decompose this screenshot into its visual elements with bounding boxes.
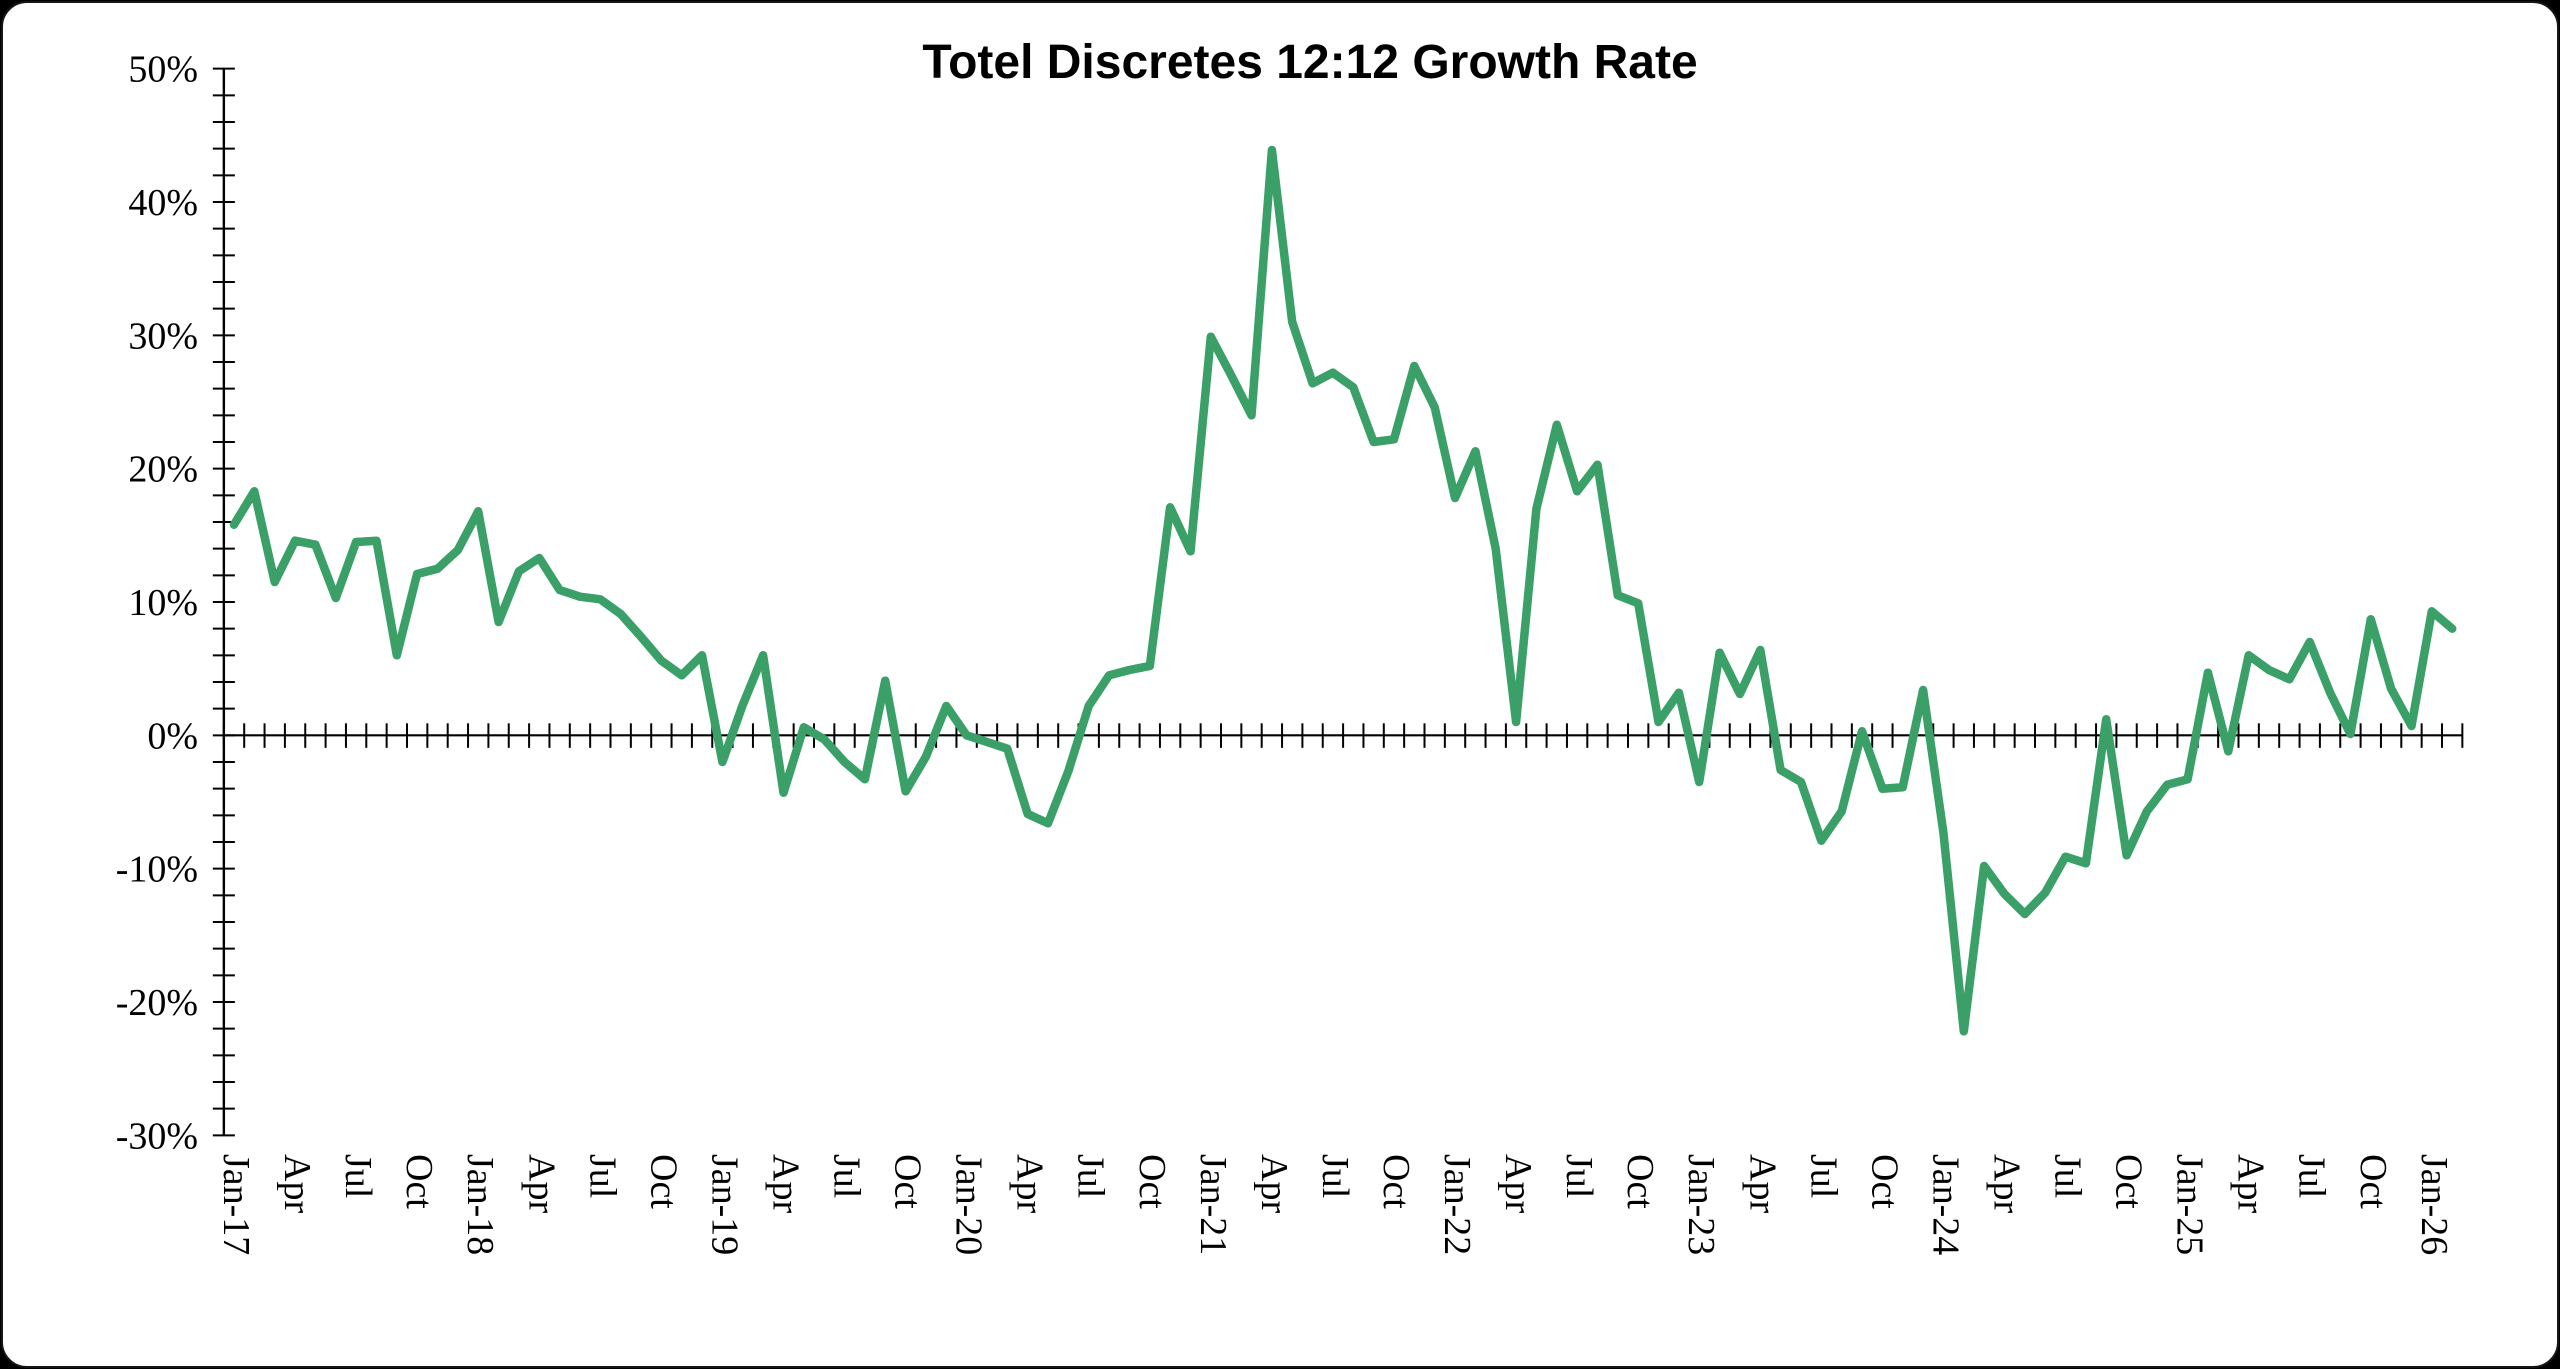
svg-text:Oct: Oct: [1863, 1154, 1905, 1209]
svg-text:Oct: Oct: [642, 1154, 684, 1209]
svg-text:Apr: Apr: [276, 1154, 318, 1213]
svg-text:Apr: Apr: [1985, 1154, 2027, 1213]
svg-text:Jan-22: Jan-22: [1436, 1154, 1478, 1255]
svg-text:Jul: Jul: [1070, 1154, 1112, 1198]
svg-text:Jul: Jul: [826, 1154, 868, 1198]
svg-text:Apr: Apr: [1009, 1154, 1051, 1213]
svg-text:Jul: Jul: [2047, 1154, 2089, 1198]
svg-text:Oct: Oct: [1619, 1154, 1661, 1209]
svg-text:Oct: Oct: [1375, 1154, 1417, 1209]
svg-text:Apr: Apr: [1253, 1154, 1295, 1213]
svg-text:Jan-17: Jan-17: [215, 1154, 257, 1255]
svg-text:Oct: Oct: [1131, 1154, 1173, 1209]
svg-text:40%: 40%: [128, 182, 198, 224]
svg-text:Jul: Jul: [2291, 1154, 2333, 1198]
svg-text:Apr: Apr: [764, 1154, 806, 1213]
svg-text:Jan-24: Jan-24: [1924, 1154, 1966, 1255]
y-axis-ticks: [212, 67, 235, 1137]
svg-text:-10%: -10%: [116, 849, 198, 891]
svg-text:Jan-19: Jan-19: [703, 1154, 745, 1255]
svg-text:-20%: -20%: [116, 982, 198, 1024]
svg-text:Jul: Jul: [1314, 1154, 1356, 1198]
svg-text:50%: 50%: [128, 49, 198, 91]
svg-text:Oct: Oct: [2352, 1154, 2394, 1209]
svg-text:Jul: Jul: [581, 1154, 623, 1198]
data-line: [229, 145, 2457, 1036]
svg-text:Jul: Jul: [1802, 1154, 1844, 1198]
svg-text:Jan-20: Jan-20: [948, 1154, 990, 1255]
svg-text:20%: 20%: [128, 449, 198, 491]
svg-text:Jan-26: Jan-26: [2413, 1154, 2455, 1255]
svg-text:Apr: Apr: [1741, 1154, 1783, 1213]
growth-rate-line-chart: Totel Discretes 12:12 Growth Rate 50% 40%…: [116, 36, 2464, 1255]
svg-text:Oct: Oct: [887, 1154, 929, 1209]
y-axis-labels: 50% 40% 30% 20% 10% 0% -10% -20% -30%: [116, 49, 198, 1158]
svg-text:Apr: Apr: [1497, 1154, 1539, 1213]
svg-text:10%: 10%: [128, 582, 198, 624]
x-axis-labels: Jan-17 Apr Jul Oct Jan-18 Apr Jul Oct Jan-19 Apr J…: [215, 1154, 2455, 1255]
svg-text:Oct: Oct: [398, 1154, 440, 1209]
svg-text:Jul: Jul: [337, 1154, 379, 1198]
chart-title: Totel Discretes 12:12 Growth Rate: [922, 36, 1697, 89]
svg-text:Oct: Oct: [2108, 1154, 2150, 1209]
svg-text:Jan-18: Jan-18: [459, 1154, 501, 1255]
svg-text:Jan-25: Jan-25: [2169, 1154, 2211, 1255]
svg-text:Apr: Apr: [520, 1154, 562, 1213]
svg-text:-30%: -30%: [116, 1115, 198, 1157]
svg-text:Apr: Apr: [2230, 1154, 2272, 1213]
svg-text:0%: 0%: [147, 715, 198, 757]
svg-text:Jan-23: Jan-23: [1680, 1154, 1722, 1255]
svg-text:30%: 30%: [128, 315, 198, 357]
svg-text:Jul: Jul: [1558, 1154, 1600, 1198]
svg-text:Jan-21: Jan-21: [1192, 1154, 1234, 1255]
